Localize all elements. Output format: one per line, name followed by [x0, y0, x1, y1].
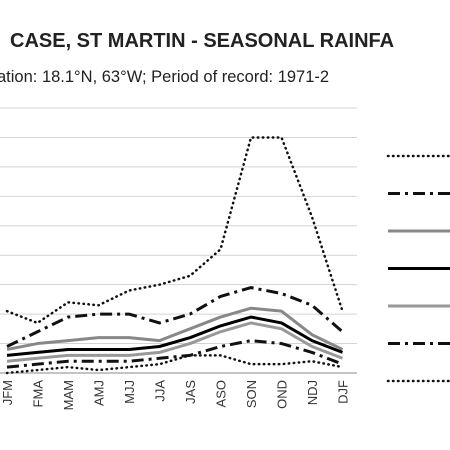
- x-tick-label: FMA: [31, 380, 46, 408]
- x-tick-label: MAM: [61, 380, 76, 410]
- x-tick-label: ASO: [214, 380, 229, 407]
- x-tick-label: SON: [244, 380, 259, 408]
- series-line: [6, 339, 344, 369]
- x-tick-label: OND: [275, 380, 290, 409]
- series-line: [6, 286, 344, 348]
- x-axis: JFM FMA MAM AMJ MJJ JJA JAS ASO SON OND NDJ DJF: [0, 380, 351, 411]
- x-tick-label: NDJ: [305, 380, 320, 405]
- x-tick-label: JJA: [153, 380, 168, 402]
- x-tick-label: JAS: [183, 380, 198, 404]
- x-tick-label: AMJ: [92, 380, 107, 406]
- series-line: [6, 306, 344, 351]
- series-line: [5, 136, 344, 325]
- legend: [386, 154, 450, 383]
- plot-area: [5, 136, 344, 375]
- x-tick-label: JFM: [0, 380, 15, 405]
- x-tick-label: MJJ: [122, 380, 137, 404]
- chart-subtitle: ation: 18.1°N, 63°W; Period of record: 1…: [0, 68, 329, 86]
- series-line: [6, 315, 344, 357]
- x-tick-label: DJF: [336, 380, 351, 404]
- chart-title: CASE, ST MARTIN - SEASONAL RAINFA: [10, 30, 394, 52]
- series-line: [5, 354, 344, 375]
- series-line: [6, 321, 344, 363]
